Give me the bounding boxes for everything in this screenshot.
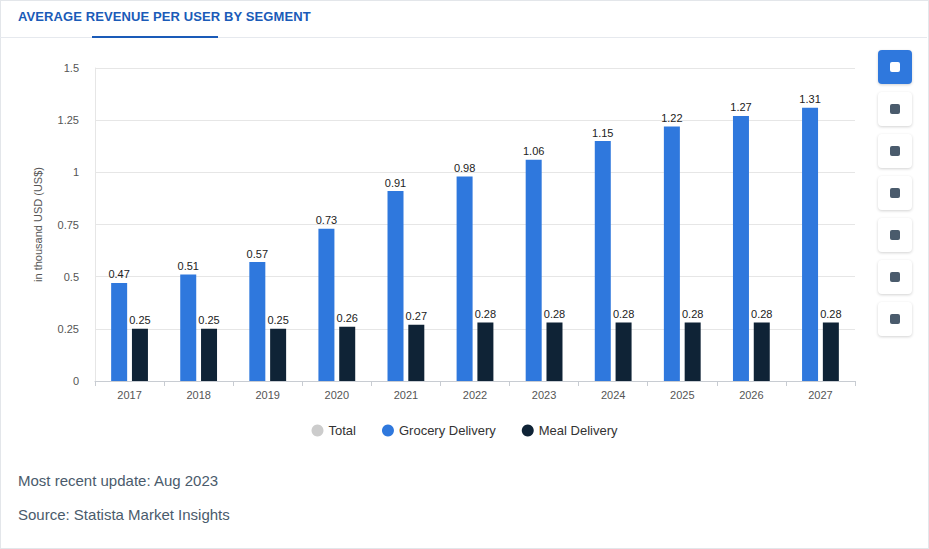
svg-text:0.25: 0.25 — [58, 323, 79, 335]
svg-text:0.73: 0.73 — [316, 214, 337, 226]
svg-text:1.22: 1.22 — [661, 112, 682, 124]
svg-text:Meal Delivery: Meal Delivery — [539, 423, 618, 438]
svg-text:0.27: 0.27 — [406, 310, 427, 322]
svg-text:2020: 2020 — [325, 389, 349, 401]
html-text:Most recent update: Aug 2023: Most recent update: Aug 2023 — [18, 472, 219, 489]
svg-text:1.31: 1.31 — [799, 93, 820, 105]
svg-text:0.57: 0.57 — [247, 248, 268, 260]
svg-text:1.06: 1.06 — [523, 145, 544, 157]
svg-text:Grocery Delivery: Grocery Delivery — [399, 423, 496, 438]
svg-text:0.28: 0.28 — [475, 308, 496, 320]
svg-text:0.28: 0.28 — [544, 308, 565, 320]
svg-text:0.28: 0.28 — [820, 308, 841, 320]
svg-text:0.5: 0.5 — [64, 271, 79, 283]
svg-text:2027: 2027 — [808, 389, 832, 401]
svg-text:2019: 2019 — [255, 389, 279, 401]
svg-text:1: 1 — [73, 166, 79, 178]
svg-text:1.5: 1.5 — [64, 62, 79, 74]
svg-text:2026: 2026 — [739, 389, 763, 401]
svg-text:2023: 2023 — [532, 389, 556, 401]
html-text:AVERAGE REVENUE PER USER BY SE: AVERAGE REVENUE PER USER BY SEGMENT — [18, 9, 311, 24]
svg-text:0.75: 0.75 — [58, 219, 79, 231]
svg-text:2025: 2025 — [670, 389, 694, 401]
svg-text:2024: 2024 — [601, 389, 625, 401]
svg-text:0.47: 0.47 — [108, 268, 129, 280]
svg-text:0.26: 0.26 — [337, 312, 358, 324]
svg-text:1.25: 1.25 — [58, 114, 79, 126]
svg-text:2021: 2021 — [394, 389, 418, 401]
svg-text:0.25: 0.25 — [267, 314, 288, 326]
svg-text:0.28: 0.28 — [682, 308, 703, 320]
svg-text:2022: 2022 — [463, 389, 487, 401]
svg-text:0.98: 0.98 — [454, 162, 475, 174]
svg-text:0.51: 0.51 — [178, 260, 199, 272]
svg-text:1.27: 1.27 — [730, 101, 751, 113]
svg-text:2017: 2017 — [117, 389, 141, 401]
svg-text:0.28: 0.28 — [613, 308, 634, 320]
svg-text:Total: Total — [329, 423, 357, 438]
svg-text:in thousand USD (US$): in thousand USD (US$) — [32, 167, 44, 282]
svg-text:0.28: 0.28 — [751, 308, 772, 320]
svg-text:1.15: 1.15 — [592, 127, 613, 139]
svg-text:0.25: 0.25 — [129, 314, 150, 326]
svg-text:0.91: 0.91 — [385, 177, 406, 189]
svg-text:2018: 2018 — [186, 389, 210, 401]
html-text:Source: Statista Market Insigh: Source: Statista Market Insights — [18, 506, 230, 523]
svg-text:0: 0 — [73, 375, 79, 387]
svg-text:0.25: 0.25 — [198, 314, 219, 326]
